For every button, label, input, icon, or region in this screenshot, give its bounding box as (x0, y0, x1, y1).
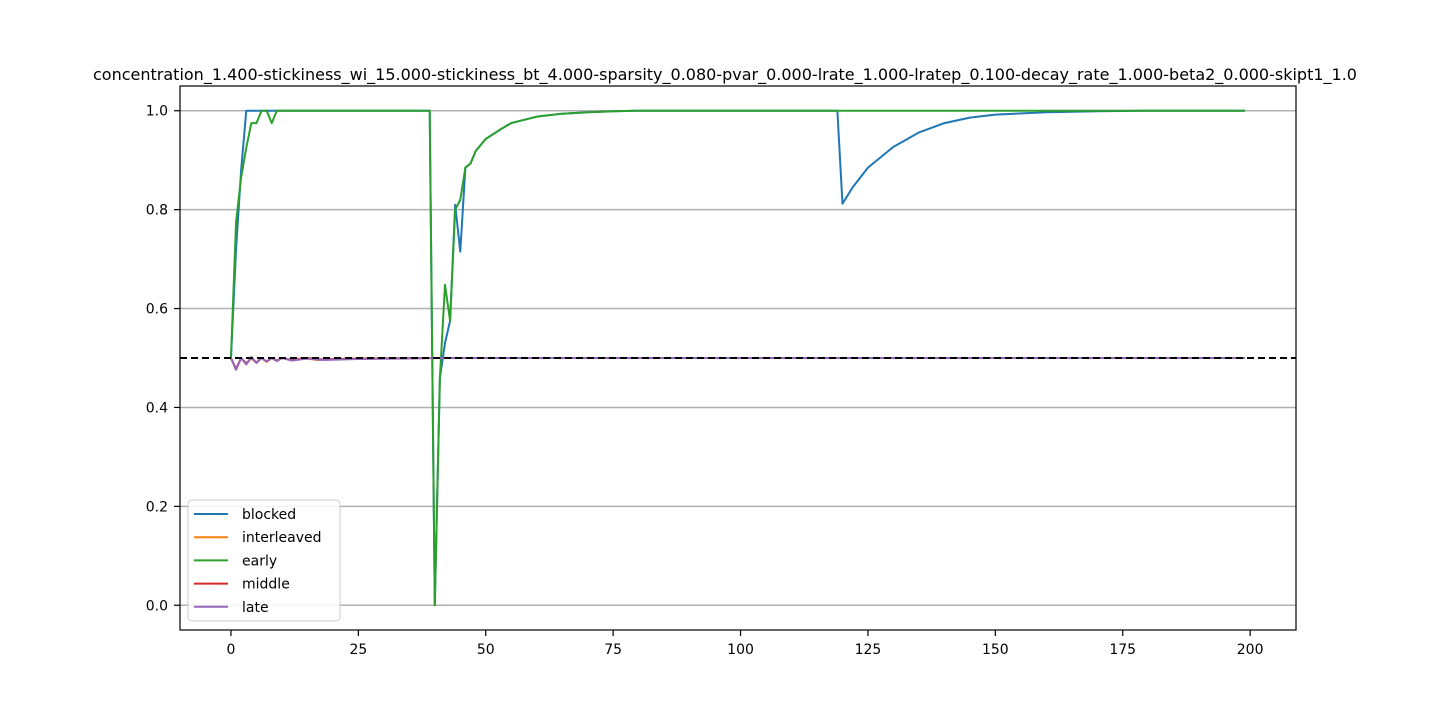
x-tick-label: 75 (604, 642, 622, 658)
legend-label-middle: middle (242, 577, 290, 593)
y-axis: 0.0 0.2 0.4 0.6 0.8 1.0 (146, 104, 180, 614)
x-tick-label: 200 (1237, 642, 1264, 658)
chart-title: concentration_1.400-stickiness_wi_15.000… (93, 65, 1357, 85)
series-line-early (229, 109, 1246, 607)
y-tick-label: 0.2 (146, 499, 168, 515)
x-tick-label: 50 (477, 642, 495, 658)
x-tick-label: 100 (727, 642, 754, 658)
series-layer (180, 109, 1296, 607)
y-tick-label: 0.4 (146, 400, 168, 416)
x-tick-label: 125 (855, 642, 882, 658)
legend: blocked interleaved early middle late (187, 499, 341, 622)
legend-label-interleaved: interleaved (242, 530, 322, 546)
x-tick-label: 175 (1109, 642, 1136, 658)
y-tick-label: 0.6 (146, 302, 168, 318)
x-axis: 0 25 50 75 100 125 150 175 200 (226, 630, 1264, 658)
legend-label-late: late (242, 600, 269, 616)
y-tick-label: 0.0 (146, 598, 168, 614)
y-tick-label: 0.8 (146, 203, 168, 219)
plot-area-frame (179, 85, 1297, 631)
x-tick-label: 0 (226, 642, 235, 658)
y-tick-label: 1.0 (146, 104, 168, 120)
series-line-late (230, 356, 1246, 371)
legend-box (187, 499, 341, 622)
x-tick-label: 25 (349, 642, 367, 658)
x-tick-label: 150 (982, 642, 1009, 658)
legend-label-early: early (242, 553, 277, 569)
legend-label-blocked: blocked (242, 507, 296, 523)
